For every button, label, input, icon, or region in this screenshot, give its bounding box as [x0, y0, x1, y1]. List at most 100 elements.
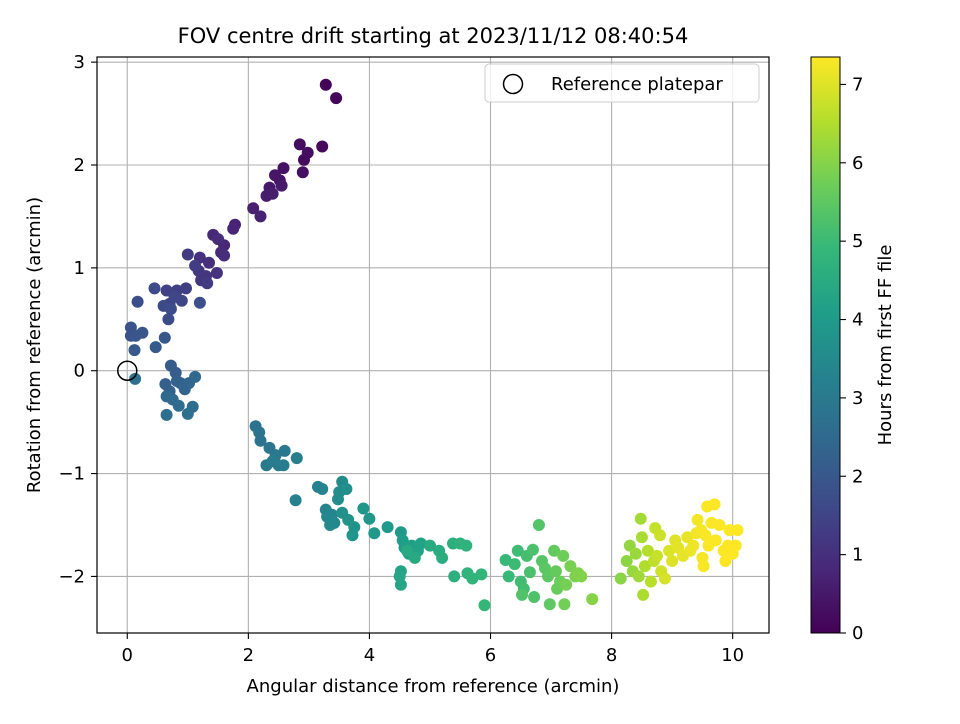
x-tick-label: 4 [364, 645, 375, 666]
data-point [128, 344, 141, 357]
data-point [516, 588, 528, 601]
data-point [172, 399, 185, 412]
data-point [212, 233, 225, 246]
data-point [557, 549, 570, 562]
data-point [502, 570, 515, 583]
data-point [296, 166, 309, 179]
data-point [564, 560, 577, 573]
data-point [548, 544, 561, 557]
data-point [164, 303, 177, 315]
data-point [719, 555, 732, 567]
data-point [691, 513, 704, 526]
colorbar-tick-label: 2 [852, 466, 863, 487]
data-point [275, 179, 288, 192]
y-axis-label: Rotation from reference (arcmin) [24, 197, 45, 493]
data-point [129, 372, 142, 385]
data-point [363, 512, 376, 525]
data-point [277, 459, 290, 472]
x-tick-label: 2 [243, 645, 254, 666]
colorbar-tick-label: 6 [852, 153, 863, 174]
data-point [293, 138, 306, 151]
colorbar-tick-label: 5 [852, 231, 863, 252]
data-point [148, 282, 161, 295]
data-point [709, 534, 722, 547]
colorbar-ticks: 0 1 2 3 4 5 6 7 [840, 74, 863, 644]
y-tick-label: −2 [58, 566, 85, 587]
data-point [666, 555, 679, 567]
data-point [635, 531, 648, 544]
data-point [663, 544, 676, 557]
data-point [189, 259, 202, 272]
data-point [289, 494, 302, 507]
data-point [499, 554, 512, 566]
data-point [560, 578, 573, 591]
data-point [575, 570, 588, 583]
data-point [681, 531, 694, 544]
colorbar-gradient [810, 56, 841, 634]
data-point [319, 78, 332, 91]
data-point [168, 290, 181, 303]
data-point [227, 222, 240, 235]
colorbar-tick-label: 0 [852, 623, 863, 644]
colorbar-tick-label: 4 [852, 310, 863, 331]
y-axis-ticks: −2 −1 0 1 2 3 [58, 52, 97, 587]
data-point [526, 543, 539, 556]
data-point [316, 483, 329, 495]
y-tick-label: 3 [74, 52, 85, 73]
data-point [558, 598, 571, 611]
data-point [381, 521, 394, 534]
colorbar-tick-label: 3 [852, 388, 863, 409]
y-tick-label: 0 [74, 361, 85, 382]
data-point [708, 498, 721, 511]
data-point [149, 341, 162, 354]
data-point [266, 187, 279, 200]
data-point [158, 331, 171, 344]
data-point [508, 558, 521, 571]
y-tick-label: 2 [74, 155, 85, 176]
data-point [290, 452, 303, 465]
data-point [475, 568, 488, 581]
legend-reference-icon [502, 73, 524, 95]
data-point [131, 295, 144, 308]
data-point [316, 140, 329, 153]
data-point [713, 519, 726, 531]
data-point [277, 162, 290, 175]
data-point [162, 313, 175, 326]
data-point [687, 539, 700, 552]
data-point [697, 560, 710, 573]
grid [97, 57, 769, 633]
data-point [623, 539, 636, 552]
data-point [324, 519, 337, 531]
colorbar-tick-label: 7 [852, 74, 863, 95]
data-point [266, 455, 279, 468]
colorbar-tick-label: 1 [852, 545, 863, 566]
data-point [301, 146, 314, 159]
data-point [218, 249, 231, 262]
x-axis-label: Angular distance from reference (arcmin) [247, 676, 620, 697]
data-point [393, 570, 406, 583]
data-point [180, 282, 192, 295]
data-point [586, 593, 599, 606]
data-point [357, 502, 370, 515]
data-point [189, 370, 202, 383]
data-point [641, 544, 654, 557]
x-tick-label: 8 [606, 645, 617, 666]
x-tick-label: 0 [122, 645, 133, 666]
data-point [532, 519, 545, 531]
data-point [638, 560, 651, 573]
data-point [408, 551, 421, 564]
data-point [729, 539, 742, 552]
reference-platepar-marker [117, 360, 138, 381]
x-axis-ticks: 0 2 4 6 8 10 [122, 633, 744, 666]
data-points [124, 78, 744, 612]
data-point [136, 326, 149, 339]
data-point [629, 547, 642, 560]
data-point [699, 529, 712, 542]
data-point [448, 570, 461, 583]
data-point [644, 575, 657, 588]
data-point [203, 256, 215, 269]
data-point [201, 277, 214, 290]
data-point [549, 565, 562, 578]
data-point [330, 92, 343, 105]
